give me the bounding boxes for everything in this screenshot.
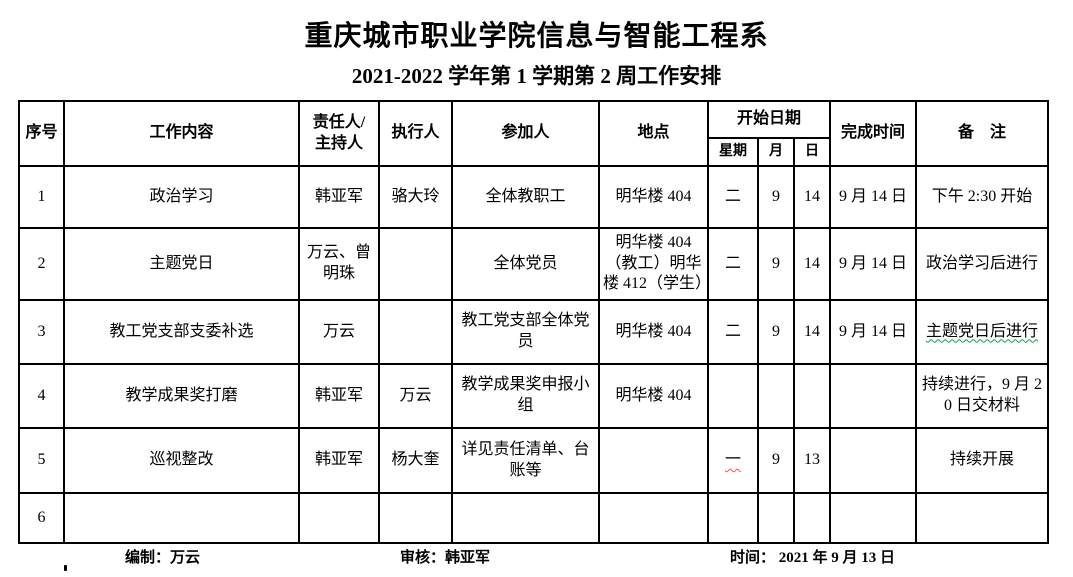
col-header-no: 序号	[18, 100, 65, 167]
cell-content: 政治学习	[63, 165, 300, 229]
cell-content: 教工党支部支委补选	[63, 299, 300, 365]
cell-day	[792, 363, 832, 429]
col-header-responsible-line2: 主持人	[314, 134, 363, 152]
cell-participants: 详见责任清单、台账等	[451, 427, 600, 494]
cell-executor	[378, 227, 453, 301]
cell-responsible	[298, 492, 380, 544]
cell-responsible: 万云	[298, 299, 380, 365]
cell-no: 1	[18, 165, 65, 229]
cell-participants: 教工党支部全体党员	[451, 299, 600, 365]
cell-location: 明华楼 404	[598, 299, 709, 365]
col-header-participants: 参加人	[451, 100, 600, 167]
page-title: 重庆城市职业学院信息与智能工程系	[304, 21, 769, 52]
cell-location	[598, 492, 709, 544]
col-header-finish: 完成时间	[829, 100, 918, 167]
cell-month: 9	[757, 427, 795, 494]
cell-month: 9	[757, 165, 795, 229]
cell-no: 6	[18, 492, 65, 544]
col-header-responsible: 责任人/ 主持人	[298, 100, 380, 167]
cell-month	[757, 363, 795, 429]
col-header-executor: 执行人	[378, 100, 453, 167]
document-footer: 编制：万云 审核：韩亚军 时间： 2021 年 9 月 13 日	[18, 546, 1047, 572]
cell-executor: 万云	[378, 363, 453, 429]
footer-time: 时间： 2021 年 9 月 13 日	[730, 550, 896, 566]
table-subheader-row: 星期 月 日	[19, 137, 1048, 167]
cell-month: 9	[757, 299, 795, 365]
cell-responsible: 韩亚军	[298, 427, 380, 494]
work-schedule-table: 序号 工作内容 责任人/ 主持人 执行人 参加人 地点 开始日期 完成时间 备 …	[18, 100, 1050, 544]
cell-no: 2	[18, 227, 65, 301]
cell-executor	[378, 492, 453, 544]
stray-mark	[64, 565, 67, 571]
cell-remark: 持续开展	[915, 427, 1050, 494]
cell-week	[707, 363, 759, 429]
table-row: 5 巡视整改 韩亚军 杨大奎 详见责任清单、台账等 一 9 13 持续开展	[18, 427, 1050, 494]
cell-no: 5	[18, 427, 65, 494]
cell-finish	[829, 492, 918, 544]
col-header-week: 星期	[707, 137, 759, 167]
cell-executor: 骆大玲	[378, 165, 453, 229]
cell-finish: 9 月 14 日	[829, 299, 918, 365]
spellcheck-underline-text: 一	[724, 451, 741, 469]
cell-week	[707, 492, 759, 544]
cell-week: 二	[707, 227, 759, 301]
cell-remark: 下午 2:30 开始	[915, 165, 1050, 229]
cell-executor	[378, 299, 453, 365]
cell-content	[63, 492, 300, 544]
cell-no: 3	[18, 299, 65, 365]
col-header-content: 工作内容	[63, 100, 300, 167]
cell-content: 主题党日	[63, 227, 300, 301]
table-row: 1 政治学习 韩亚军 骆大玲 全体教职工 明华楼 404 二 9 14 9 月 …	[18, 165, 1050, 229]
grammar-underline-text: 主题党日后进行	[926, 322, 1039, 340]
cell-location: 明华楼 404（教工）明华楼 412（学生）	[598, 227, 709, 301]
cell-finish	[829, 363, 918, 429]
cell-responsible: 韩亚军	[298, 363, 380, 429]
table-row: 6	[18, 492, 1050, 544]
footer-prepared-by: 编制：万云	[125, 550, 201, 566]
cell-day	[792, 492, 832, 544]
col-header-day: 日	[792, 137, 832, 167]
col-header-start-date: 开始日期	[706, 100, 832, 139]
col-header-location: 地点	[598, 100, 709, 167]
page-subtitle: 2021-2022 学年第 1 学期第 2 周工作安排	[351, 64, 722, 88]
cell-remark	[915, 492, 1050, 544]
cell-finish: 9 月 14 日	[829, 165, 918, 229]
cell-participants: 教学成果奖申报小组	[451, 363, 600, 429]
cell-week: 二	[707, 165, 759, 229]
cell-location	[598, 427, 709, 494]
footer-reviewed-by: 审核：韩亚军	[400, 550, 491, 566]
cell-week: 二	[707, 299, 759, 365]
cell-day: 14	[792, 299, 832, 365]
cell-participants: 全体教职工	[451, 165, 600, 229]
table-row: 3 教工党支部支委补选 万云 教工党支部全体党员 明华楼 404 二 9 14 …	[18, 299, 1050, 365]
col-header-remark: 备 注	[915, 100, 1050, 167]
col-header-responsible-line1: 责任人/	[312, 113, 366, 131]
cell-location: 明华楼 404	[598, 165, 709, 229]
cell-remark: 持续进行，9 月 20 日交材料	[915, 363, 1050, 429]
table-row: 4 教学成果奖打磨 韩亚军 万云 教学成果奖申报小组 明华楼 404 持续进行，…	[18, 363, 1050, 429]
cell-remark: 政治学习后进行	[915, 227, 1050, 301]
cell-location: 明华楼 404	[598, 363, 709, 429]
table-header-row: 序号 工作内容 责任人/ 主持人 执行人 参加人 地点 开始日期 完成时间 备 …	[18, 100, 1050, 167]
cell-participants	[451, 492, 600, 544]
table-row: 2 主题党日 万云、曾明珠 全体党员 明华楼 404（教工）明华楼 412（学生…	[18, 227, 1050, 301]
cell-no: 4	[18, 363, 65, 429]
cell-content: 教学成果奖打磨	[63, 363, 300, 429]
cell-participants: 全体党员	[451, 227, 600, 301]
cell-week: 一	[707, 427, 759, 494]
cell-month	[757, 492, 795, 544]
cell-finish: 9 月 14 日	[829, 227, 918, 301]
cell-responsible: 韩亚军	[298, 165, 380, 229]
cell-day: 14	[792, 227, 832, 301]
cell-responsible: 万云、曾明珠	[298, 227, 380, 301]
cell-day: 13	[792, 427, 832, 494]
col-header-month: 月	[757, 137, 795, 167]
cell-content: 巡视整改	[63, 427, 300, 494]
cell-day: 14	[792, 165, 832, 229]
cell-executor: 杨大奎	[378, 427, 453, 494]
cell-finish	[829, 427, 918, 494]
cell-remark: 主题党日后进行	[915, 299, 1050, 365]
cell-month: 9	[757, 227, 795, 301]
